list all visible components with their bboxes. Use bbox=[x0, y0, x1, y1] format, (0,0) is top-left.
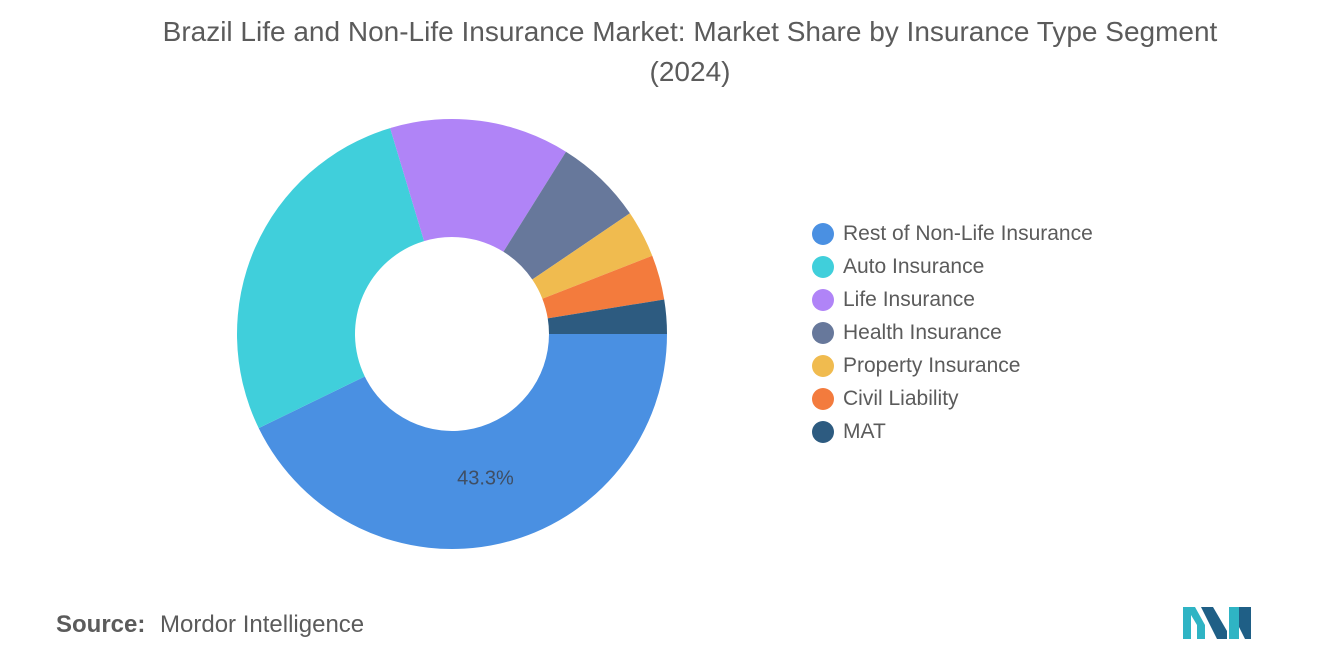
legend-label: Auto Insurance bbox=[843, 254, 985, 278]
legend-item-property-insurance: Property Insurance bbox=[812, 349, 1093, 382]
legend-label: Rest of Non-Life Insurance bbox=[843, 221, 1093, 245]
legend-swatch bbox=[812, 420, 834, 443]
legend-swatch bbox=[812, 321, 834, 344]
source-note: Source: Mordor Intelligence bbox=[56, 611, 364, 639]
legend-item-health-insurance: Health Insurance bbox=[812, 316, 1093, 349]
legend-swatch bbox=[812, 255, 834, 278]
data-label-rest-of-non-life-insurance: 43.3% bbox=[457, 467, 514, 489]
slice-health-insurance bbox=[503, 151, 630, 280]
legend-item-rest-of-non-life-insurance: Rest of Non-Life Insurance bbox=[812, 217, 1093, 250]
slice-civil-liability bbox=[542, 255, 665, 319]
mordor-logo-icon bbox=[1183, 607, 1251, 639]
legend-item-life-insurance: Life Insurance bbox=[812, 283, 1093, 316]
slice-auto-insurance bbox=[237, 128, 425, 429]
donut-slices bbox=[237, 118, 667, 549]
legend-label: Life Insurance bbox=[843, 287, 975, 311]
source-value: Mordor Intelligence bbox=[160, 611, 365, 638]
legend-label: MAT bbox=[843, 419, 886, 443]
chart-legend: Rest of Non-Life Insurance Auto Insurance… bbox=[812, 217, 1093, 448]
chart-title: Brazil Life and Non-Life Insurance Marke… bbox=[162, 16, 1218, 87]
legend-swatch bbox=[812, 354, 834, 377]
legend-swatch bbox=[812, 288, 834, 311]
slice-property-insurance bbox=[532, 213, 653, 299]
legend-item-mat: MAT bbox=[812, 415, 1093, 448]
legend-item-auto-insurance: Auto Insurance bbox=[812, 250, 1093, 283]
legend-swatch bbox=[812, 387, 834, 410]
legend-label: Property Insurance bbox=[843, 353, 1021, 377]
slice-life-insurance bbox=[390, 118, 566, 252]
slice-rest-of-non-life-insurance bbox=[258, 334, 667, 549]
legend-label: Health Insurance bbox=[843, 320, 1002, 344]
legend-swatch bbox=[812, 222, 834, 245]
legend-label: Civil Liability bbox=[843, 386, 959, 410]
slice-mat bbox=[547, 299, 667, 334]
data-labels: 43.3% bbox=[457, 467, 514, 489]
source-label: Source: bbox=[56, 611, 146, 638]
legend-item-civil-liability: Civil Liability bbox=[812, 382, 1093, 415]
